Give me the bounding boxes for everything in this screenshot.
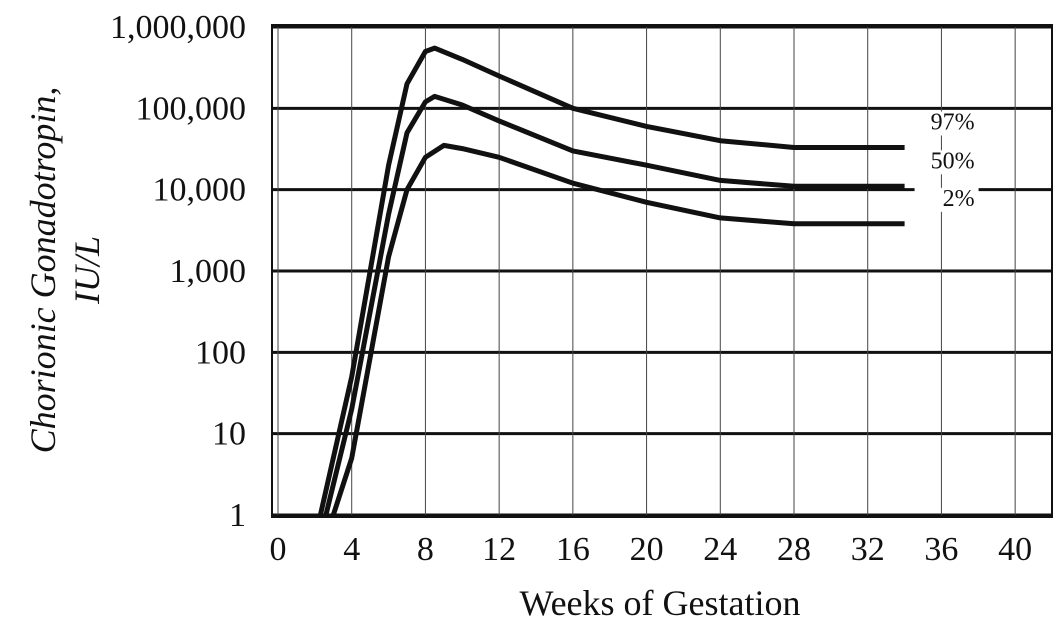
y-axis-title: Chorionic Gonadotropin, IU/L bbox=[23, 87, 107, 454]
series-label-bg bbox=[914, 187, 979, 212]
series-label-bg bbox=[914, 150, 979, 175]
x-tick-label: 24 bbox=[703, 531, 737, 568]
series-line bbox=[323, 93, 905, 516]
y-tick-label: 10,000 bbox=[153, 172, 247, 209]
y-axis-title-line: IU/L bbox=[67, 236, 107, 305]
y-tick-label: 100,000 bbox=[136, 90, 247, 127]
series-label: 97% bbox=[931, 109, 975, 135]
y-tick-label: 10 bbox=[212, 416, 246, 453]
x-tick-label: 32 bbox=[851, 531, 885, 568]
x-tick-label: 16 bbox=[556, 531, 590, 568]
y-tick-label: 1 bbox=[229, 497, 246, 534]
x-tick-label: 0 bbox=[270, 531, 287, 568]
x-tick-label: 36 bbox=[924, 531, 958, 568]
series-line bbox=[317, 45, 905, 516]
y-tick-label: 1,000,000 bbox=[110, 9, 246, 46]
x-tick-label: 4 bbox=[343, 531, 360, 568]
x-tick-label: 12 bbox=[482, 531, 516, 568]
y-axis-title-line: Chorionic Gonadotropin, bbox=[23, 87, 63, 454]
series-label: 50% bbox=[931, 148, 975, 174]
series-label: 2% bbox=[943, 186, 975, 212]
x-axis-title: Weeks of Gestation bbox=[519, 583, 800, 623]
series-label-bg bbox=[914, 111, 979, 136]
y-tick-label: 100 bbox=[195, 334, 246, 371]
x-tick-label: 20 bbox=[630, 531, 664, 568]
x-tick-label: 40 bbox=[998, 531, 1032, 568]
series-line bbox=[330, 142, 905, 516]
x-tick-label: 28 bbox=[777, 531, 811, 568]
x-tick-label: 8 bbox=[417, 531, 434, 568]
y-tick-label: 1,000 bbox=[170, 253, 247, 290]
